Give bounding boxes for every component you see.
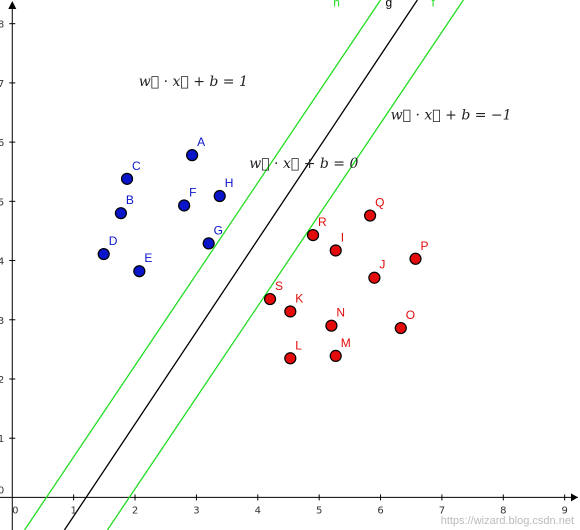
point-label-O: O [406, 308, 415, 322]
point-label-I: I [341, 230, 344, 244]
point-G [202, 237, 215, 250]
x-axis-arrow [571, 493, 578, 502]
y-tick-label: 3 [0, 316, 4, 327]
x-tick-label: 5 [316, 505, 322, 516]
y-tick-label: 5 [0, 197, 4, 208]
point-C [120, 172, 134, 185]
y-tick-label: 0 [0, 485, 4, 496]
point-label-F: F [189, 185, 196, 199]
point-label-S: S [275, 279, 283, 293]
point-L [284, 352, 297, 365]
point-label-C: C [132, 159, 141, 173]
watermark: https://wizard.blog.csdn.net [441, 515, 574, 527]
x-tick-label: 0 [12, 505, 18, 516]
equation-label: w⃗ · x⃗ + b = −1 [391, 108, 512, 124]
point-R [306, 228, 320, 242]
line-f [106, 0, 464, 530]
point-P [409, 252, 422, 265]
line-label-g: g [385, 0, 392, 10]
equation-label: w⃗ · x⃗ + b = 0 [249, 156, 358, 172]
x-tick-label: 1 [70, 505, 76, 516]
point-label-E: E [144, 251, 152, 265]
line-h [24, 0, 382, 530]
y-tick-label: 1 [0, 434, 4, 445]
point-label-R: R [318, 215, 327, 229]
x-tick-label: 8 [500, 505, 506, 516]
y-tick-label: 6 [0, 138, 4, 149]
point-S [263, 292, 277, 306]
point-K [284, 305, 297, 318]
point-label-N: N [336, 306, 345, 320]
point-M [329, 349, 342, 362]
point-Q [363, 209, 377, 222]
point-label-G: G [214, 223, 223, 237]
point-J [368, 271, 381, 284]
x-tick-label: 7 [439, 505, 445, 516]
line-label-h: h [333, 0, 340, 10]
point-H [213, 189, 226, 203]
point-label-D: D [109, 234, 118, 248]
x-tick-label: 2 [132, 505, 138, 516]
line-label-f: f [431, 0, 435, 10]
point-label-P: P [421, 239, 429, 253]
point-F [178, 199, 191, 212]
point-I [329, 244, 342, 257]
x-tick-label: 9 [561, 505, 567, 516]
point-label-Q: Q [375, 196, 384, 210]
y-tick-label: 7 [0, 79, 4, 90]
y-tick-label: 8 [0, 20, 4, 31]
point-label-A: A [197, 135, 205, 149]
annotations: A B C D E F G H I J K L M N O P Q R Sh g f w⃗ · x⃗ + b = 1 w⃗ … [109, 0, 512, 352]
point-label-B: B [126, 193, 134, 207]
point-label-L: L [295, 338, 302, 352]
x-tick-label: 3 [193, 505, 199, 516]
separating-lines [24, 0, 464, 530]
y-axis-arrow [8, 1, 17, 9]
equation-label: w⃗ · x⃗ + b = 1 [139, 74, 248, 90]
y-tick-label: 2 [0, 375, 4, 386]
point-O [394, 321, 407, 335]
y-tick-label: 4 [0, 257, 4, 268]
point-label-J: J [379, 258, 385, 272]
point-label-H: H [225, 176, 234, 190]
point-N [325, 319, 338, 332]
point-E [133, 265, 146, 278]
line-g [63, 0, 418, 530]
x-tick-label: 4 [255, 505, 261, 516]
data-points [97, 149, 422, 365]
point-label-K: K [295, 291, 303, 305]
point-D [97, 247, 110, 261]
point-B [114, 207, 128, 220]
point-A [186, 149, 199, 162]
x-tick-label: 6 [377, 505, 383, 516]
point-label-M: M [341, 336, 351, 350]
